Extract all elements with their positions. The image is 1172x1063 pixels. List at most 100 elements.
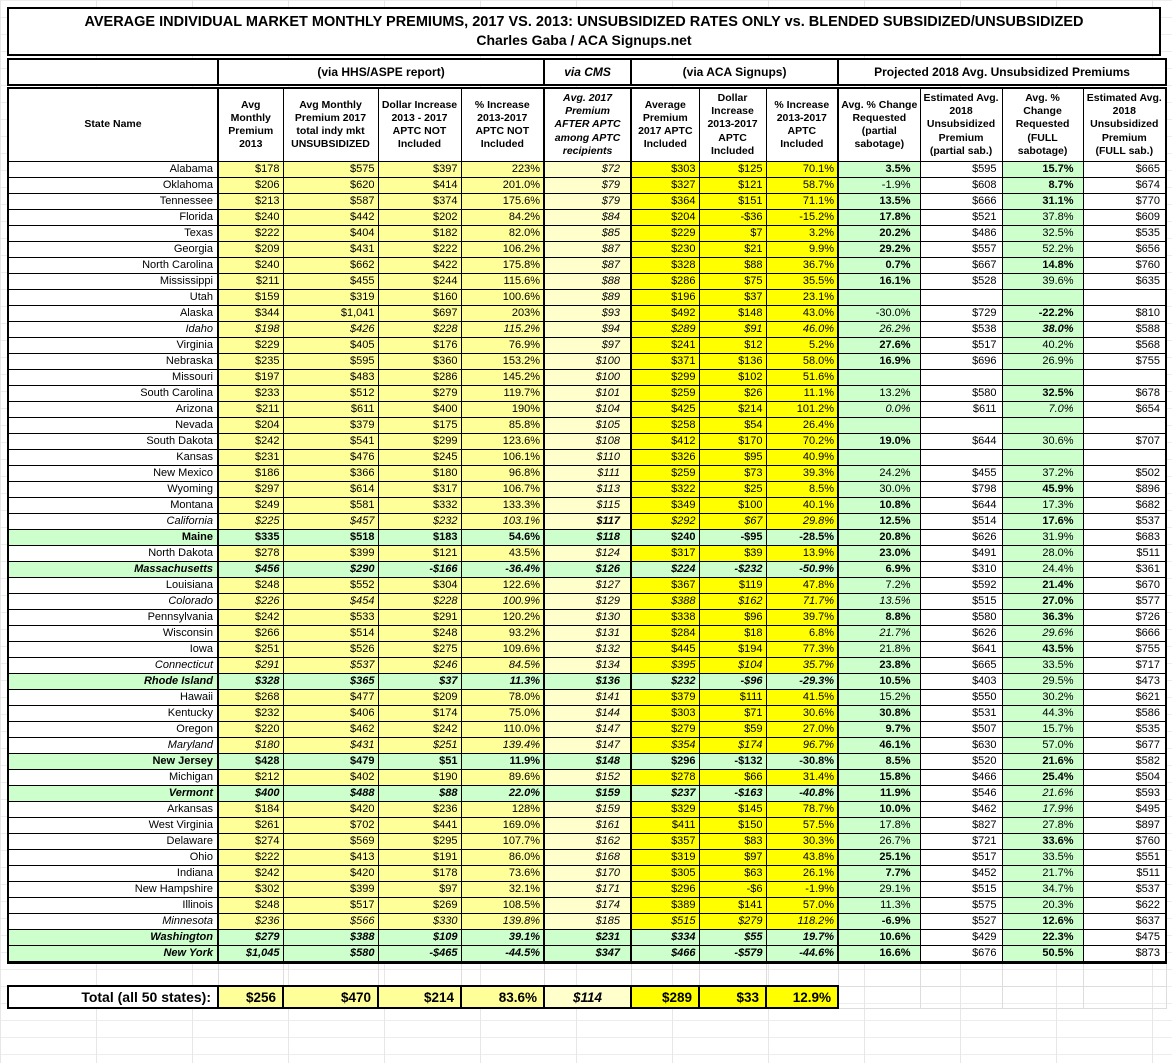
value-cell[interactable]: $517 [282, 897, 379, 914]
value-cell[interactable]: -36.4% [460, 561, 546, 578]
value-cell[interactable]: $726 [1082, 609, 1168, 626]
value-cell[interactable]: $611 [919, 401, 1003, 418]
value-cell[interactable] [1001, 417, 1084, 434]
value-cell[interactable]: $213 [217, 193, 284, 210]
value-cell[interactable]: $527 [919, 913, 1003, 930]
value-cell[interactable]: $171 [543, 881, 633, 898]
value-cell[interactable]: 82.0% [460, 225, 546, 242]
value-cell[interactable]: $220 [217, 721, 284, 738]
value-cell[interactable]: $88 [698, 257, 767, 274]
value-cell[interactable]: $72 [543, 161, 633, 178]
value-cell[interactable]: 15.8% [837, 769, 921, 786]
value-cell[interactable]: $233 [217, 385, 284, 402]
value-cell[interactable]: $274 [217, 833, 284, 850]
value-cell[interactable]: 12.6% [1001, 913, 1084, 930]
value-cell[interactable]: $237 [630, 785, 700, 802]
state-name-cell[interactable]: Virginia [7, 337, 219, 354]
value-cell[interactable]: $175 [377, 417, 462, 434]
value-cell[interactable]: $129 [543, 593, 633, 610]
state-name-cell[interactable]: Oklahoma [7, 177, 219, 194]
state-name-cell[interactable]: Wisconsin [7, 625, 219, 642]
value-cell[interactable]: $332 [377, 497, 462, 514]
total-value-cell[interactable]: 12.9% [765, 985, 840, 1009]
value-cell[interactable]: 96.7% [765, 737, 840, 754]
value-cell[interactable]: $702 [282, 817, 379, 834]
value-cell[interactable]: $268 [217, 689, 284, 706]
value-cell[interactable]: $37 [698, 289, 767, 306]
value-cell[interactable]: -6.9% [837, 913, 921, 930]
value-cell[interactable]: $279 [217, 929, 284, 946]
value-cell[interactable]: $476 [282, 449, 379, 466]
value-cell[interactable]: $411 [630, 817, 700, 834]
value-cell[interactable]: 84.2% [460, 209, 546, 226]
value-cell[interactable]: 9.7% [837, 721, 921, 738]
state-name-cell[interactable]: South Carolina [7, 385, 219, 402]
value-cell[interactable]: 8.5% [837, 753, 921, 770]
value-cell[interactable] [837, 449, 921, 466]
value-cell[interactable]: $235 [217, 353, 284, 370]
value-cell[interactable]: $367 [630, 577, 700, 594]
value-cell[interactable]: $426 [282, 321, 379, 338]
value-cell[interactable]: $97 [377, 881, 462, 898]
value-cell[interactable]: $299 [377, 433, 462, 450]
value-cell[interactable]: $236 [217, 913, 284, 930]
value-cell[interactable]: $110 [543, 449, 633, 466]
column-header-pct-change-full-sabotage[interactable]: Avg. % Change Requested (FULL sabotage) [1001, 86, 1084, 162]
value-cell[interactable]: 27.0% [1001, 593, 1084, 610]
value-cell[interactable]: $115 [543, 497, 633, 514]
value-cell[interactable]: $760 [1082, 833, 1168, 850]
value-cell[interactable]: $240 [217, 257, 284, 274]
value-cell[interactable]: $389 [630, 897, 700, 914]
value-cell[interactable]: -$95 [698, 529, 767, 546]
value-cell[interactable]: $620 [282, 177, 379, 194]
value-cell[interactable]: $94 [543, 321, 633, 338]
value-cell[interactable]: $575 [919, 897, 1003, 914]
state-name-cell[interactable]: Kentucky [7, 705, 219, 722]
value-cell[interactable]: $328 [217, 673, 284, 690]
state-name-cell[interactable]: California [7, 513, 219, 530]
value-cell[interactable]: 153.2% [460, 353, 546, 370]
value-cell[interactable]: $132 [543, 641, 633, 658]
value-cell[interactable]: $225 [217, 513, 284, 530]
column-header-est-2018-full[interactable]: Estimated Avg. 2018 Unsubsidized Premium… [1082, 86, 1168, 162]
value-cell[interactable]: 106.2% [460, 241, 546, 258]
value-cell[interactable]: $109 [377, 929, 462, 946]
value-cell[interactable]: 123.6% [460, 433, 546, 450]
value-cell[interactable]: 6.9% [837, 561, 921, 578]
state-name-cell[interactable]: Missouri [7, 369, 219, 386]
value-cell[interactable]: 35.7% [765, 657, 840, 674]
value-cell[interactable]: $665 [1082, 161, 1168, 178]
value-cell[interactable]: 110.0% [460, 721, 546, 738]
value-cell[interactable]: 34.7% [1001, 881, 1084, 898]
value-cell[interactable]: $18 [698, 625, 767, 642]
value-cell[interactable]: 26.4% [765, 417, 840, 434]
value-cell[interactable]: 169.0% [460, 817, 546, 834]
value-cell[interactable]: $557 [919, 241, 1003, 258]
value-cell[interactable]: 17.9% [1001, 801, 1084, 818]
value-cell[interactable]: $592 [919, 577, 1003, 594]
value-cell[interactable]: 21.6% [1001, 753, 1084, 770]
state-name-cell[interactable]: Washington [7, 929, 219, 946]
value-cell[interactable]: 29.1% [837, 881, 921, 898]
value-cell[interactable]: $119 [698, 577, 767, 594]
value-cell[interactable]: $127 [543, 577, 633, 594]
value-cell[interactable]: $614 [282, 481, 379, 498]
value-cell[interactable]: $495 [1082, 801, 1168, 818]
value-cell[interactable]: $104 [543, 401, 633, 418]
value-cell[interactable]: $760 [1082, 257, 1168, 274]
value-cell[interactable]: $102 [698, 369, 767, 386]
value-cell[interactable] [1082, 449, 1168, 466]
value-cell[interactable]: 17.8% [837, 817, 921, 834]
value-cell[interactable]: $717 [1082, 657, 1168, 674]
value-cell[interactable]: -50.9% [765, 561, 840, 578]
value-cell[interactable]: 21.7% [1001, 865, 1084, 882]
value-cell[interactable]: 3.5% [837, 161, 921, 178]
value-cell[interactable]: 22.3% [1001, 929, 1084, 946]
value-cell[interactable]: $245 [377, 449, 462, 466]
value-cell[interactable]: 223% [460, 161, 546, 178]
value-cell[interactable]: $1,041 [282, 305, 379, 322]
value-cell[interactable]: 23.1% [765, 289, 840, 306]
value-cell[interactable]: $721 [919, 833, 1003, 850]
value-cell[interactable]: $121 [377, 545, 462, 562]
value-cell[interactable]: 43.5% [460, 545, 546, 562]
